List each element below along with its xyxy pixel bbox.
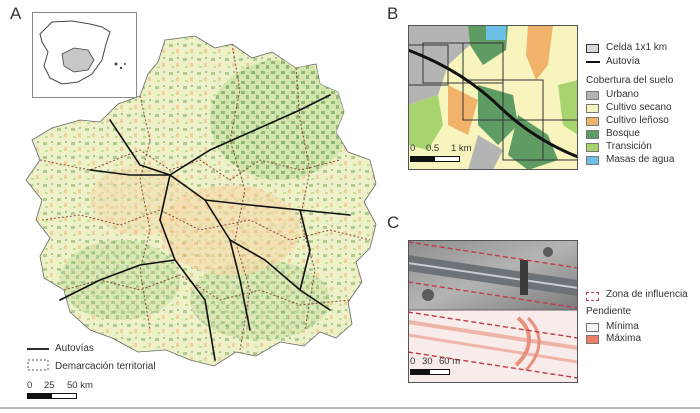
legend-min-label: Mínima <box>606 321 639 332</box>
land-cover-detail-map <box>408 25 578 170</box>
scale-bar-a <box>27 393 77 399</box>
legend-urban-swatch <box>586 91 599 100</box>
legend-max-label: Máxima <box>606 333 642 344</box>
panel-a-letter: A <box>10 4 22 23</box>
legend-water-swatch <box>586 156 599 165</box>
panel-a-legend-symbols <box>27 348 49 371</box>
land-cover-map <box>25 35 377 367</box>
legend-dry-crop-label: Cultivo secano <box>606 102 672 113</box>
legend-forest-swatch <box>586 130 599 139</box>
scale-b-tick-1: 0.5 <box>426 143 440 154</box>
panel-b-letter: B <box>387 4 399 23</box>
legend-transition-swatch <box>586 143 599 152</box>
scale-a-tick-2: 50 km <box>67 380 93 391</box>
legend-max-swatch <box>586 335 599 344</box>
panel-c-letter: C <box>387 213 400 232</box>
aerial-and-slope-map <box>408 240 578 383</box>
legend-transition-label: Transición <box>606 141 652 152</box>
scale-a-tick-1: 25 <box>44 380 55 391</box>
scale-c-tick-1: 30 <box>422 356 433 367</box>
spain-locator-inset <box>32 12 137 98</box>
scale-c-tick-2: 60 m <box>439 356 461 367</box>
territorial-boundaries <box>39 43 371 351</box>
legend-min-swatch <box>586 323 599 332</box>
highways <box>59 94 351 361</box>
legend-woody-crop-swatch <box>586 117 599 126</box>
legend-slope-title: Pendiente <box>586 306 632 317</box>
castilla-la-mancha-map <box>25 35 377 367</box>
legend-highway-label: Autovía <box>606 56 640 67</box>
legend-boundary-label: Demarcación territorial <box>55 361 156 372</box>
legend-dry-crop-swatch <box>586 104 599 113</box>
legend-cover-title: Cobertura del suelo <box>586 75 674 86</box>
legend-cell-swatch <box>586 44 599 53</box>
legend-woody-crop-label: Cultivo leñoso <box>606 115 669 126</box>
legend-forest-label: Bosque <box>606 128 640 139</box>
legend-urban-label: Urbano <box>606 89 639 100</box>
legend-zone-swatch <box>586 292 599 301</box>
bottom-divider <box>0 407 700 409</box>
scale-b-tick-2: 1 km <box>451 143 472 154</box>
scale-a-tick-0: 0 <box>27 380 33 391</box>
legend-highway-line <box>586 61 600 63</box>
scale-b-tick-0: 0 <box>410 143 416 154</box>
legend-zone-label: Zona de influencia <box>606 289 688 300</box>
legend-water-label: Masas de agua <box>606 154 675 165</box>
scale-bar-c <box>410 369 450 375</box>
legend-highways-label: Autovías <box>55 343 94 354</box>
legend-cell-label: Celda 1x1 km <box>606 42 668 53</box>
scale-bar-b <box>410 156 460 162</box>
scale-c-tick-0: 0 <box>410 356 416 367</box>
